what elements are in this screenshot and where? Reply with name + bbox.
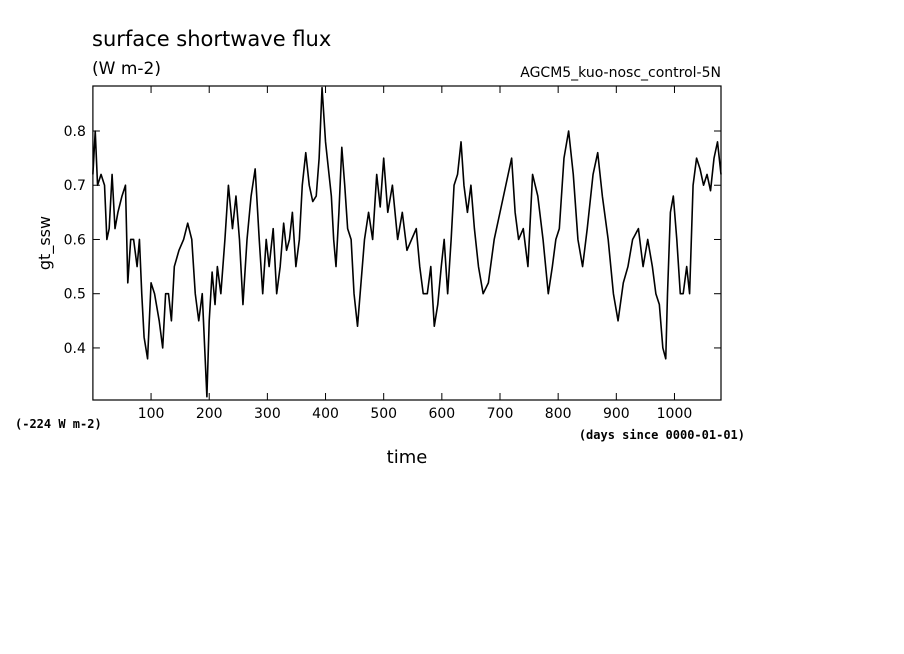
x-tick-label: 700 [487,406,514,422]
x-units: (days since 0000-01-01) [579,428,745,442]
y-tick-label: 0.6 [64,232,86,248]
x-tick-label: 900 [603,406,630,422]
x-tick-label: 1000 [657,406,693,422]
plot-frame [92,85,722,401]
y-tick-label: 0.7 [64,178,86,194]
x-tick-label: 200 [196,406,223,422]
x-tick-label: 800 [545,406,572,422]
experiment-label: AGCM5_kuo-nosc_control-5N [520,65,721,81]
x-tick-label: 400 [312,406,339,422]
data-line [92,86,722,398]
y-axis-label: gt_ssw [35,216,55,270]
y-tick-label: 0.4 [64,341,86,357]
x-tick-label: 500 [370,406,397,422]
x-tick-label: 300 [254,406,281,422]
chart-title: surface shortwave flux [92,27,331,51]
offset-label: (-224 W m-2) [15,417,102,431]
x-axis-label: time [387,447,428,468]
chart-subtitle: (W m-2) [92,59,161,79]
y-tick-label: 0.8 [64,124,86,140]
y-tick-label: 0.5 [64,287,86,303]
x-tick-label: 100 [138,406,165,422]
x-tick-label: 600 [428,406,455,422]
